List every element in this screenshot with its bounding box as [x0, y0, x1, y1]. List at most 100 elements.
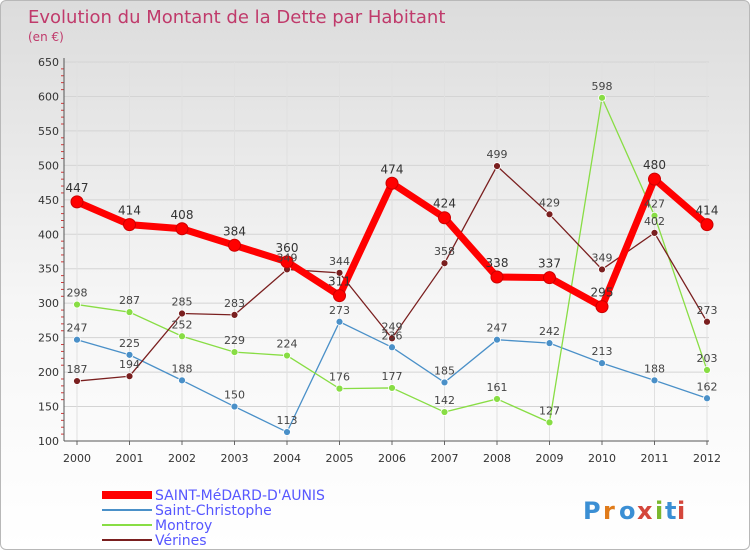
- logo-letter: i: [655, 497, 663, 525]
- data-label: 427: [644, 198, 665, 211]
- data-label: 213: [592, 345, 613, 358]
- data-label: 247: [67, 322, 88, 335]
- x-tick-label: 2000: [63, 452, 91, 465]
- data-point: [388, 334, 396, 343]
- chart-subtitle: (en €): [28, 30, 64, 44]
- data-label: 176: [329, 371, 350, 384]
- y-tick-label: 500: [38, 159, 59, 172]
- data-point: [650, 376, 659, 385]
- data-label: 360: [276, 241, 299, 255]
- data-point: [335, 317, 344, 326]
- data-label: 311: [328, 275, 351, 289]
- y-tick-label: 200: [38, 366, 59, 379]
- data-point: [178, 376, 186, 385]
- data-point: [440, 408, 449, 416]
- axes: 100 150 200 250 300 350 400 450 500 550 600 650 2000…: [38, 56, 721, 465]
- data-label: 349: [277, 251, 298, 264]
- data-label: 408: [171, 208, 194, 222]
- data-label: 185: [434, 364, 455, 377]
- y-tick-label: 400: [38, 228, 59, 241]
- data-point: [230, 402, 239, 411]
- data-label: 161: [487, 381, 508, 394]
- data-label: 242: [539, 325, 560, 338]
- x-tick-label: 2002: [168, 452, 196, 465]
- data-point: [70, 195, 84, 209]
- data-label: 429: [539, 196, 560, 209]
- data-point: [178, 332, 186, 341]
- chart-title: Evolution du Montant de la Dette par Hab…: [28, 7, 445, 28]
- data-label: 187: [67, 363, 88, 376]
- data-point: [175, 222, 189, 236]
- data-point: [228, 238, 241, 252]
- data-point: [598, 93, 606, 102]
- data-point: [73, 300, 81, 309]
- y-tick-label: 300: [38, 297, 59, 310]
- logo-letter: t: [665, 497, 676, 525]
- data-label: 349: [592, 251, 613, 264]
- data-label: 252: [172, 318, 193, 331]
- data-labels: 247 225 188 150 113 273 236 185 247 242 213 188 162 2…: [66, 80, 719, 427]
- data-point: [125, 308, 134, 317]
- data-point: [178, 309, 186, 318]
- data-point: [648, 172, 661, 186]
- data-point: [335, 384, 344, 393]
- data-point: [543, 271, 556, 285]
- x-tick-label: 2003: [221, 452, 249, 465]
- data-point: [650, 211, 659, 220]
- y-tick-label: 550: [38, 125, 59, 138]
- x-tick-label: 2008: [483, 452, 511, 465]
- legend-label: Vérines: [155, 533, 207, 549]
- data-label: 203: [697, 352, 718, 365]
- x-tick-label: 2009: [536, 452, 564, 465]
- data-point: [73, 377, 81, 385]
- data-label: 474: [381, 162, 404, 176]
- data-point: [230, 348, 239, 357]
- x-tick-label: 2006: [378, 452, 406, 465]
- data-point: [333, 289, 346, 303]
- data-point: [595, 300, 609, 314]
- data-point: [650, 228, 659, 237]
- data-label: 177: [382, 370, 403, 383]
- data-label: 162: [697, 380, 718, 393]
- y-tick-label: 600: [38, 90, 59, 103]
- data-label: 298: [67, 287, 88, 300]
- data-label: 447: [66, 181, 89, 195]
- logo-letter: P: [583, 497, 601, 525]
- data-point: [493, 335, 501, 344]
- data-point: [438, 211, 451, 225]
- data-label: 480: [643, 158, 666, 172]
- x-tick-label: 2012: [693, 452, 721, 465]
- data-point: [598, 265, 606, 274]
- data-label: 283: [224, 297, 245, 310]
- data-point: [545, 339, 554, 348]
- x-tick-label: 2005: [326, 452, 354, 465]
- data-label: 249: [382, 320, 403, 333]
- data-label: 499: [487, 148, 508, 161]
- data-label: 337: [538, 257, 561, 271]
- data-point: [440, 378, 449, 387]
- data-point: [230, 310, 239, 319]
- x-tick-label: 2011: [641, 452, 669, 465]
- legend-label: Montroy: [155, 518, 212, 534]
- x-tick-label: 2010: [588, 452, 616, 465]
- data-point: [123, 218, 136, 232]
- y-tick-label: 150: [38, 401, 59, 414]
- data-label: 113: [277, 414, 298, 427]
- data-point: [73, 335, 81, 344]
- data-point: [125, 372, 134, 381]
- logo-letter: r: [603, 497, 615, 525]
- x-tick-label: 2007: [431, 452, 459, 465]
- y-tick-label: 350: [38, 263, 59, 276]
- data-point: [388, 343, 396, 352]
- data-label: 236: [382, 329, 403, 342]
- logo-letter: i: [677, 497, 685, 525]
- y-tick-label: 250: [38, 332, 59, 345]
- data-label: 273: [329, 304, 350, 317]
- data-label: 225: [119, 337, 140, 350]
- legend-label: SAINT-MéDARD-D'AUNIS: [155, 488, 325, 504]
- data-label: 424: [433, 197, 456, 211]
- data-point: [545, 210, 554, 219]
- data-point: [283, 428, 291, 436]
